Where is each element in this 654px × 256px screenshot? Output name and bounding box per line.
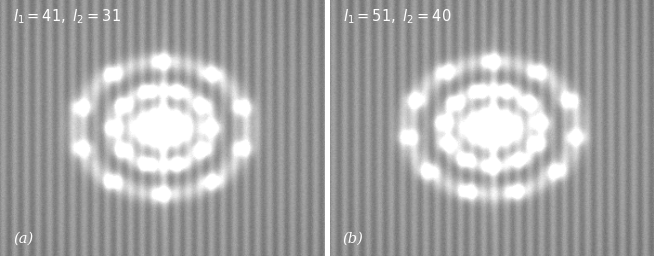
Text: $l_1 = 51,\ l_2 = 40$: $l_1 = 51,\ l_2 = 40$: [343, 8, 451, 26]
Text: $l_1 = 41,\ l_2 = 31$: $l_1 = 41,\ l_2 = 31$: [13, 8, 121, 26]
Text: (a): (a): [13, 232, 33, 246]
Text: (b): (b): [343, 232, 364, 246]
